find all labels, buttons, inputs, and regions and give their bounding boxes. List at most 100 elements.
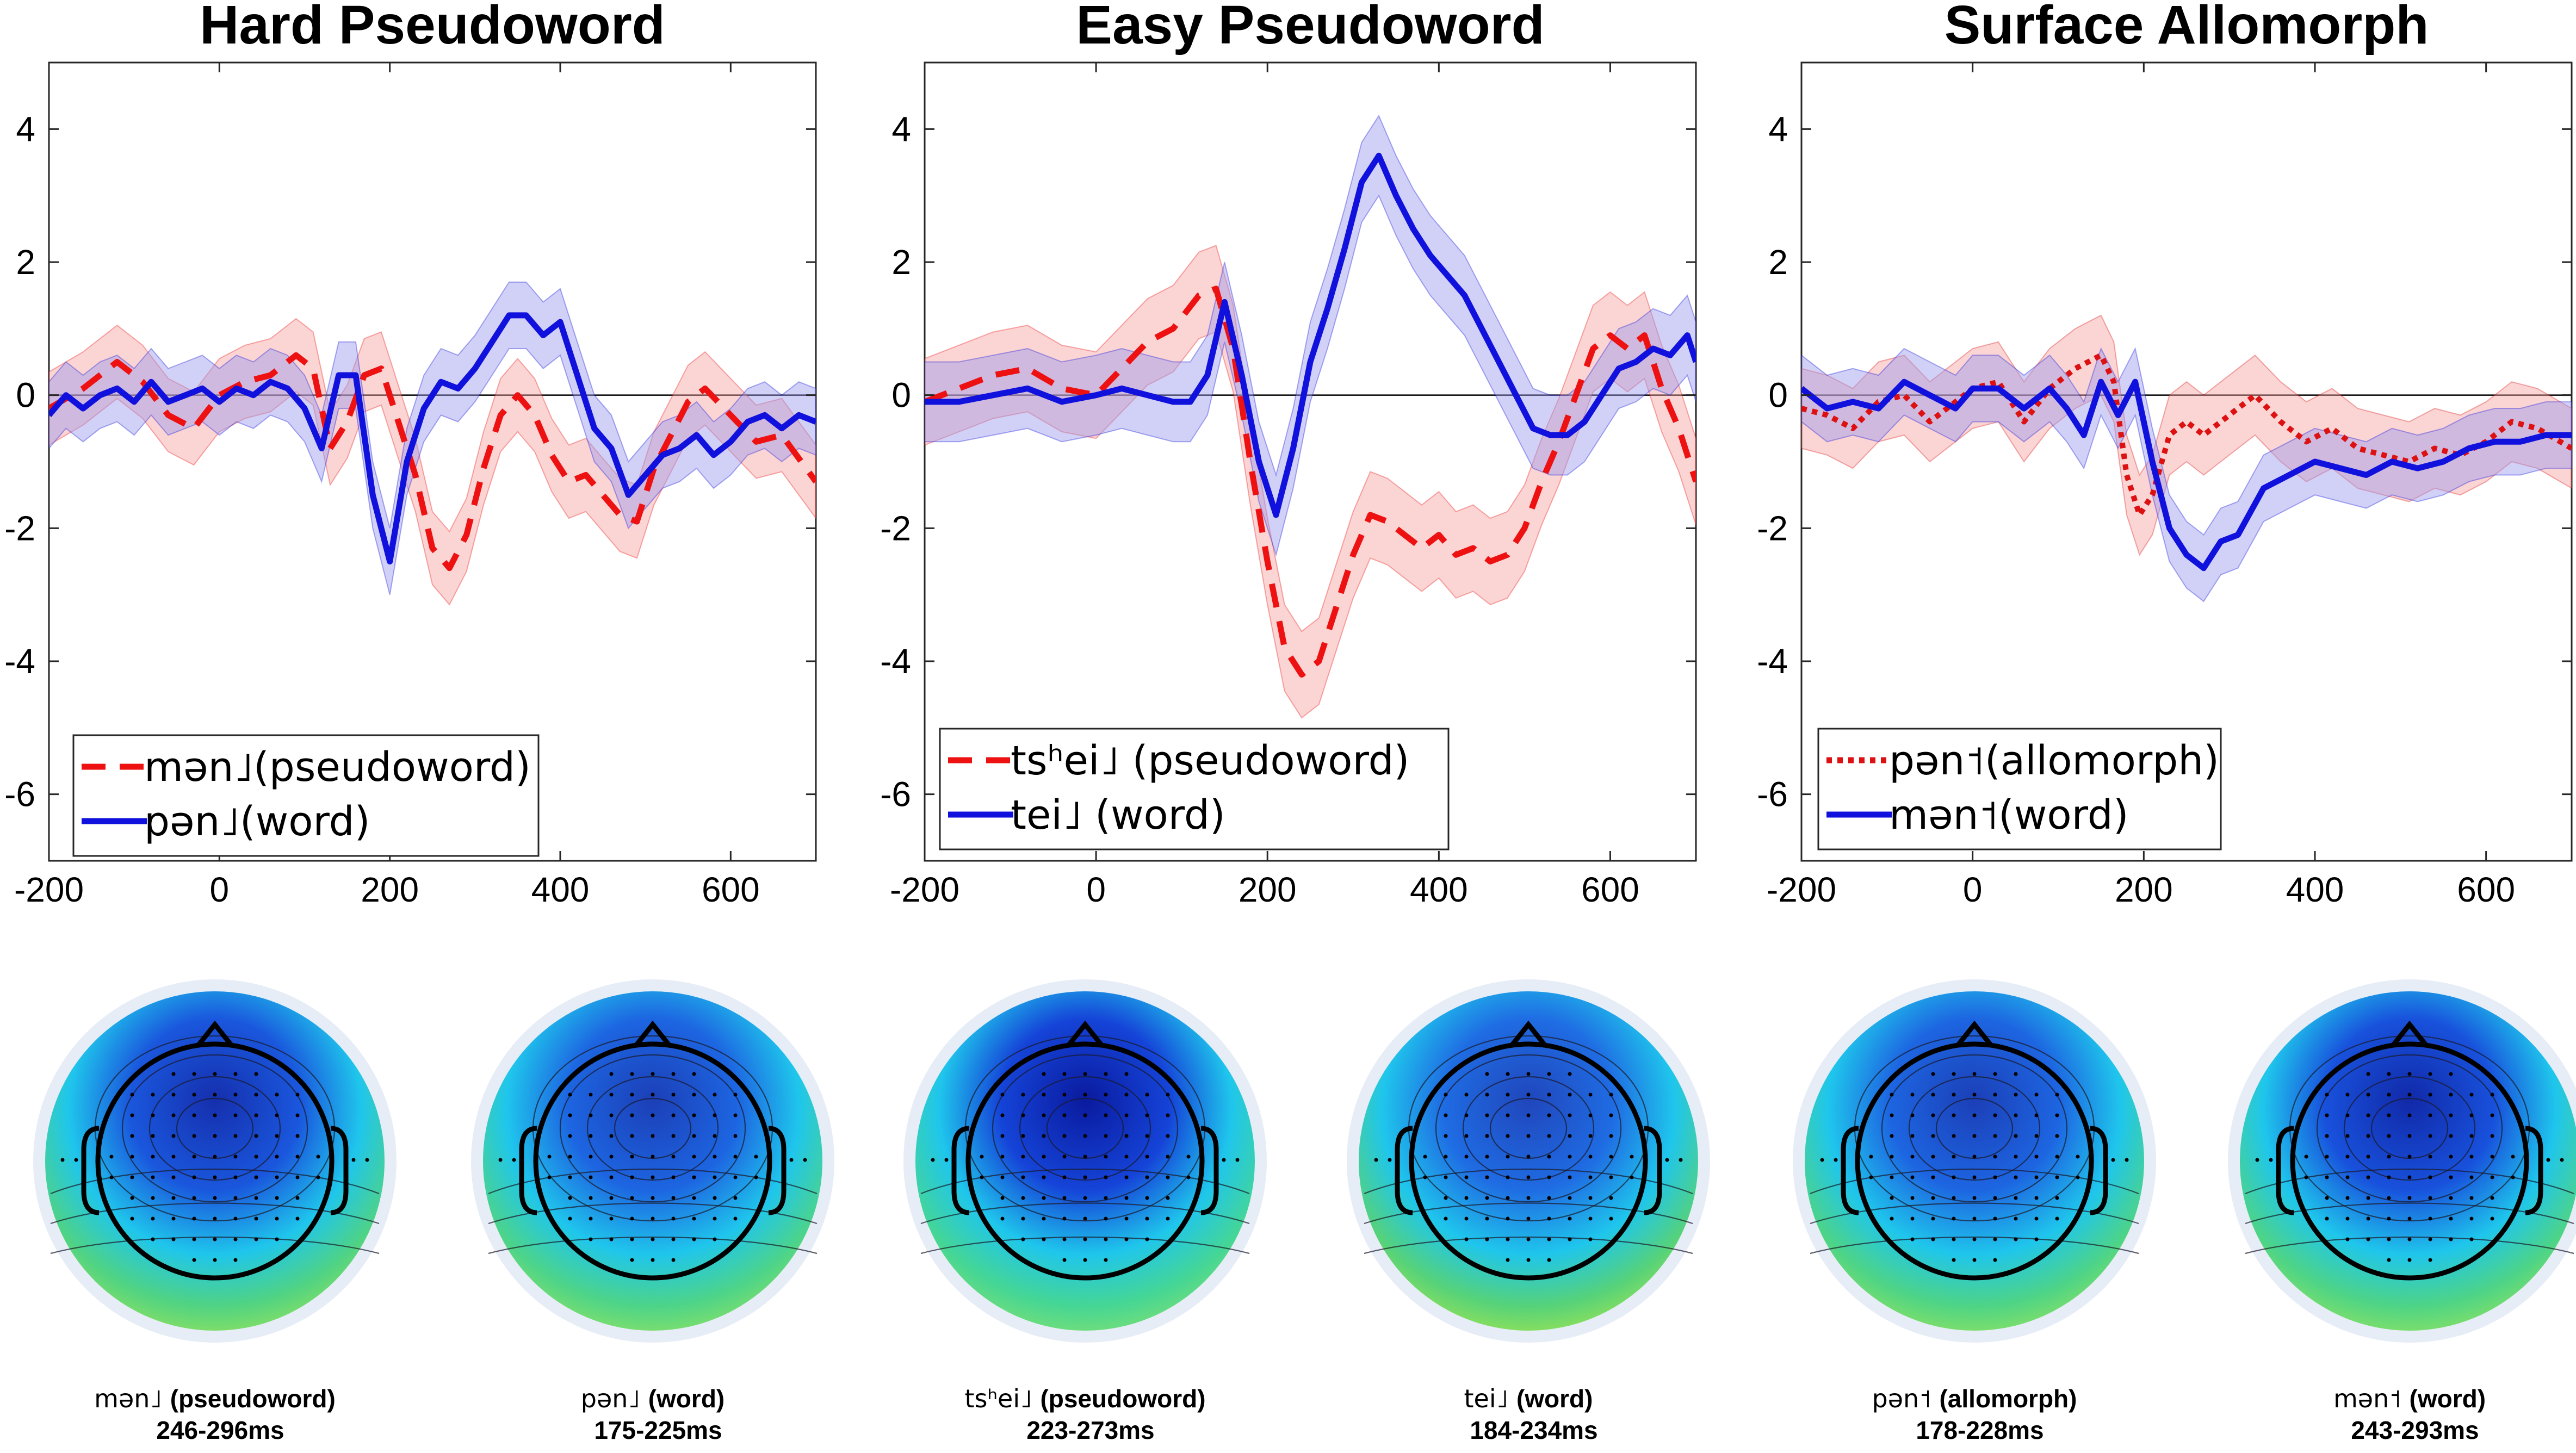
head-outline [1855, 1041, 2094, 1281]
legend-box [72, 734, 540, 857]
x-tick-label: 200 [361, 870, 419, 909]
electrode-dots [2255, 1072, 2564, 1262]
caption-label: tei˩ [1464, 1384, 1516, 1413]
y-tick-label: -2 [880, 508, 911, 548]
caption-label: mən˦ [2333, 1384, 2410, 1413]
electrode-dots [498, 1072, 807, 1262]
topomap-field [45, 991, 385, 1331]
topomap-field [1805, 991, 2144, 1331]
erp-chart-3: Surface Allomorph -6 -4 -2 0 2 4 -200 0 200 400 600… [1757, 0, 2573, 909]
series-line [1801, 352, 2572, 518]
series-line [925, 285, 1696, 678]
topomap-caption: tsʰei˩ (pseudoword) [964, 1384, 1205, 1413]
y-tick-label: -4 [1757, 642, 1788, 681]
head-outline [965, 1041, 1205, 1281]
plot-area [925, 114, 1696, 719]
right-ear-icon [768, 1126, 787, 1215]
left-ear-icon [519, 1126, 537, 1215]
y-tick-label: 0 [1768, 376, 1788, 415]
right-ear-icon [1644, 1126, 1662, 1215]
caption-time: 246-296ms [156, 1416, 284, 1444]
electrode-dots [931, 1072, 1240, 1262]
legend-box [1817, 728, 2222, 850]
caption-label: pən˦ [1872, 1384, 1940, 1413]
legend-label: mən˦(word) [1889, 792, 2129, 839]
chart-title: Hard Pseudoword [200, 0, 665, 55]
caption-condition: (word) [648, 1384, 725, 1413]
right-ear-icon [2090, 1126, 2108, 1215]
left-ear-icon [2276, 1126, 2294, 1215]
caption-time: 175-225ms [594, 1416, 722, 1444]
caption-condition: (pseudoword) [170, 1384, 336, 1413]
head-outline [533, 1041, 772, 1281]
caption-label: pən˩ [581, 1384, 648, 1413]
y-tick-label: 2 [891, 243, 911, 282]
confidence-band [49, 281, 816, 595]
topomap-field [915, 991, 1255, 1331]
y-tick-label: 0 [16, 376, 35, 415]
legend-label: mən˩(pseudoword) [144, 744, 531, 791]
x-tick-label: 600 [1581, 870, 1639, 909]
caption-label: tsʰei˩ [964, 1384, 1040, 1413]
electrode-dots [1374, 1072, 1683, 1262]
topomap-row: mən˩ (pseudoword) 246-296ms pən˩ (word) 175… [33, 979, 2576, 1444]
plot-frame [48, 61, 817, 862]
topomap-field [483, 991, 822, 1331]
series-line [49, 352, 816, 572]
topomap-caption: tei˩ (word) [1464, 1384, 1593, 1413]
caption-condition: (pseudoword) [1040, 1384, 1205, 1413]
contour-lines [50, 1035, 380, 1255]
y-tick-label: -4 [880, 642, 911, 681]
topomap-field [1359, 991, 1698, 1331]
caption-time: 243-293ms [2351, 1416, 2479, 1444]
contour-lines [2245, 1035, 2574, 1255]
plot-frame [924, 61, 1697, 862]
y-tick-label: 0 [891, 376, 911, 415]
confidence-band [925, 245, 1696, 719]
y-tick-label: -4 [4, 642, 35, 681]
plot-area [1801, 314, 2572, 603]
caption-condition: (word) [1516, 1384, 1593, 1413]
nose-icon [195, 1020, 234, 1048]
head-outline [2290, 1041, 2529, 1281]
x-tick-label: -200 [1767, 870, 1836, 909]
topomap-caption: pən˩ (word) [581, 1384, 725, 1413]
left-ear-icon [951, 1126, 970, 1215]
caption-time: 178-228ms [1916, 1416, 2044, 1444]
erp-chart-2: Easy Pseudoword -6 -4 -2 0 2 4 -200 0 200 400 600 ts… [880, 0, 1697, 909]
nose-icon [1509, 1020, 1548, 1048]
topomap-1: mən˩ (pseudoword) 246-296ms [33, 979, 397, 1444]
x-tick-label: -200 [14, 870, 84, 909]
topomap-caption: pən˦ (allomorph) [1872, 1384, 2077, 1413]
y-tick-label: -2 [4, 508, 35, 548]
caption-condition: (word) [2410, 1384, 2486, 1413]
y-tick-label: -2 [1757, 508, 1788, 548]
y-tick-label: 4 [891, 109, 911, 148]
y-tick-label: 4 [16, 109, 35, 148]
legend-label: tsʰei˩ (pseudoword) [1011, 737, 1409, 784]
x-tick-label: 200 [1239, 870, 1297, 909]
topomap-4: tei˩ (word) 184-234ms [1347, 979, 1710, 1444]
legend: tsʰei˩ (pseudoword) tei˩ (word) [939, 728, 1450, 850]
plot-frame [1800, 61, 2573, 862]
legend-label: pən˦(allomorph) [1889, 737, 2219, 784]
left-ear-icon [1395, 1126, 1413, 1215]
x-tick-label: 400 [531, 870, 590, 909]
plot-area [49, 281, 816, 606]
nose-icon [1066, 1020, 1105, 1048]
head-outline [95, 1041, 335, 1281]
electrode-dots [1820, 1072, 2129, 1262]
caption-condition: (allomorph) [1939, 1384, 2077, 1413]
erp-chart-1: Hard Pseudoword -6 -4 -2 0 2 4 -200 0 200 400 600 mə… [4, 0, 817, 909]
x-tick-label: 400 [2286, 870, 2344, 909]
topomap-caption: mən˩ (pseudoword) [94, 1384, 336, 1413]
chart-title: Easy Pseudoword [1076, 0, 1544, 55]
x-tick-label: 0 [1963, 870, 1983, 909]
x-tick-label: 200 [2115, 870, 2173, 909]
x-tick-label: 600 [702, 870, 760, 909]
legend-label: tei˩ (word) [1011, 792, 1225, 839]
x-tick-label: 0 [1086, 870, 1106, 909]
x-tick-label: -200 [890, 870, 959, 909]
caption-label: mən˩ [94, 1384, 170, 1413]
